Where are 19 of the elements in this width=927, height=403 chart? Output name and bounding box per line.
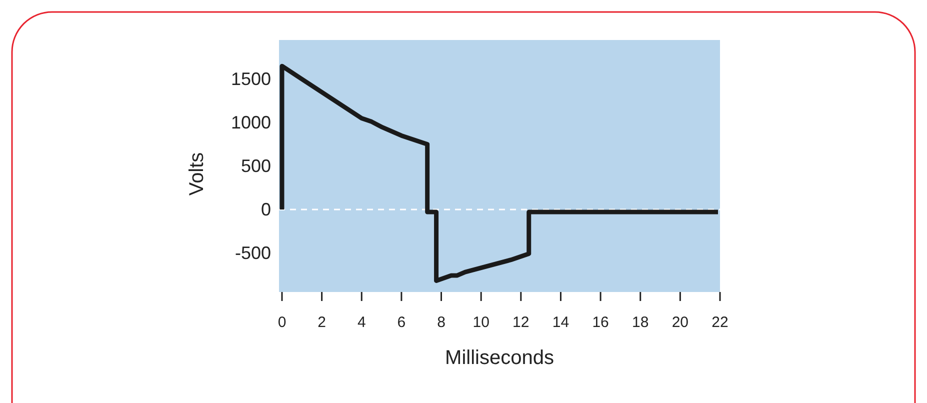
- x-axis-title: Milliseconds: [445, 347, 554, 369]
- x-tick-label: 22: [712, 314, 728, 331]
- x-tick-label: 0: [278, 314, 286, 331]
- x-tick-label: 4: [357, 314, 366, 331]
- y-tick-label: -500: [234, 242, 271, 263]
- y-axis-title: Volts: [186, 152, 208, 196]
- y-tick-label: 500: [240, 156, 271, 176]
- x-tick-label: 8: [437, 314, 446, 331]
- x-tick-label: 6: [397, 314, 406, 331]
- y-tick-label: 1500: [230, 69, 271, 90]
- x-tick-label: 18: [632, 314, 649, 331]
- y-tick-label: 0: [260, 199, 271, 220]
- x-tick-label: 16: [592, 314, 609, 331]
- x-tick-label: 2: [318, 314, 326, 331]
- x-tick-label: 12: [512, 314, 530, 331]
- y-tick-label: 1000: [230, 112, 271, 133]
- x-tick-label: 14: [552, 314, 570, 331]
- x-tick-label: 10: [472, 314, 490, 331]
- x-tick-label: 20: [672, 314, 689, 331]
